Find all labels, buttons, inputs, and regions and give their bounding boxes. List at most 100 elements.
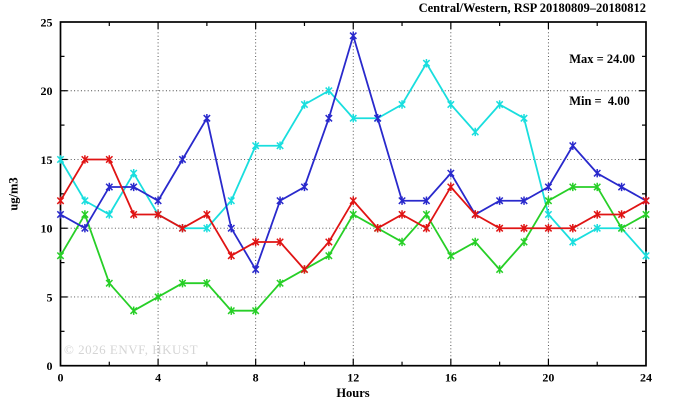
max-annotation: Max = 24.00 xyxy=(569,52,635,66)
data-point-marker xyxy=(349,31,357,40)
data-point-marker xyxy=(105,279,114,288)
y-tick-label: 10 xyxy=(41,222,53,236)
data-point-marker xyxy=(544,196,553,205)
data-point-marker xyxy=(227,196,236,205)
data-point-marker xyxy=(569,141,577,150)
y-tick-label: 0 xyxy=(47,359,53,373)
data-point-marker xyxy=(203,224,211,233)
data-point-marker xyxy=(569,224,577,233)
data-point-marker xyxy=(129,169,138,178)
data-point-marker xyxy=(56,210,65,219)
data-point-marker xyxy=(593,224,601,233)
data-point-marker xyxy=(398,210,406,219)
data-point-marker xyxy=(544,210,553,219)
data-point-marker xyxy=(300,265,309,274)
data-point-marker xyxy=(495,224,504,233)
data-point-marker xyxy=(593,210,601,219)
min-annotation: Min = 4.00 xyxy=(569,94,630,108)
data-point-marker xyxy=(203,279,211,288)
watermark: © 2026 ENVF, HKUST xyxy=(64,342,199,357)
data-point-marker xyxy=(300,182,309,192)
data-point-marker xyxy=(81,224,89,233)
data-point-marker xyxy=(203,114,211,123)
data-point-marker xyxy=(398,237,406,247)
data-point-marker xyxy=(617,210,626,219)
series-blue-line xyxy=(60,32,647,272)
data-point-marker xyxy=(178,279,187,288)
data-point-marker xyxy=(373,224,382,233)
series-red xyxy=(56,155,650,274)
chart-title: Central/Western, RSP 20180809–20180812 xyxy=(418,1,646,15)
data-point-marker xyxy=(447,100,455,109)
data-point-marker xyxy=(203,210,211,219)
data-point-marker xyxy=(593,182,601,192)
data-point-marker xyxy=(422,224,431,233)
data-point-marker xyxy=(325,86,333,95)
series-blue xyxy=(56,31,650,274)
x-tick-label: 20 xyxy=(542,371,554,385)
data-point-marker xyxy=(276,237,284,247)
data-point-marker xyxy=(447,169,455,178)
data-point-marker xyxy=(105,210,114,219)
data-point-marker xyxy=(495,196,504,205)
data-point-marker xyxy=(422,210,431,219)
data-point-marker xyxy=(349,114,357,123)
data-point-marker xyxy=(276,279,284,288)
x-tick-label: 16 xyxy=(445,371,457,385)
data-point-marker xyxy=(447,251,455,260)
data-point-marker xyxy=(251,141,260,150)
data-point-marker xyxy=(56,196,65,205)
gridlines xyxy=(60,22,646,366)
data-point-marker xyxy=(105,155,114,164)
data-point-marker xyxy=(520,114,528,123)
x-axis-label: Hours xyxy=(336,386,370,400)
data-point-marker xyxy=(154,210,162,219)
data-point-marker xyxy=(544,182,553,192)
data-point-marker xyxy=(422,59,431,68)
data-point-marker xyxy=(495,100,504,109)
data-point-marker xyxy=(642,210,650,219)
data-point-marker xyxy=(520,224,528,233)
data-point-marker xyxy=(276,196,284,205)
data-point-marker xyxy=(105,182,114,192)
data-point-marker xyxy=(471,237,479,247)
data-point-marker xyxy=(300,100,309,109)
data-point-marker xyxy=(569,237,577,247)
data-point-marker xyxy=(349,210,357,219)
series-green-line xyxy=(59,186,647,312)
data-point-marker xyxy=(398,196,406,205)
y-axis-label: ug/m3 xyxy=(6,177,21,211)
data-point-marker xyxy=(617,224,626,233)
data-point-marker xyxy=(129,306,138,315)
data-point-marker xyxy=(227,306,236,315)
data-point-marker xyxy=(544,224,553,233)
data-point-marker xyxy=(81,196,89,205)
data-point-marker xyxy=(520,237,528,247)
data-point-marker xyxy=(569,182,577,192)
x-tick-label: 0 xyxy=(58,371,64,385)
data-point-marker xyxy=(154,292,162,302)
tick-labels: 0 5 10 15 20 25 0 4 8 12 16 20 24 xyxy=(41,16,653,385)
y-tick-label: 20 xyxy=(41,84,53,98)
data-point-marker xyxy=(471,127,479,137)
x-tick-label: 12 xyxy=(347,371,359,385)
x-tick-label: 4 xyxy=(155,371,161,385)
data-point-marker xyxy=(227,251,236,260)
data-point-marker xyxy=(373,114,382,123)
data-point-marker xyxy=(81,210,89,219)
data-point-marker xyxy=(251,306,260,315)
data-point-marker xyxy=(422,196,431,205)
maxmin-annotation: Max = 24.00 Min = 4.00 xyxy=(569,24,635,136)
data-point-marker xyxy=(495,265,504,274)
data-point-marker xyxy=(471,210,479,219)
data-point-marker xyxy=(617,182,626,192)
data-point-marker xyxy=(325,251,333,260)
plot-border xyxy=(59,21,647,367)
data-point-marker xyxy=(349,196,357,205)
data-point-marker xyxy=(251,265,260,274)
y-tick-label: 25 xyxy=(41,16,53,30)
data-point-marker xyxy=(56,155,65,164)
y-tick-label: 15 xyxy=(41,153,53,167)
